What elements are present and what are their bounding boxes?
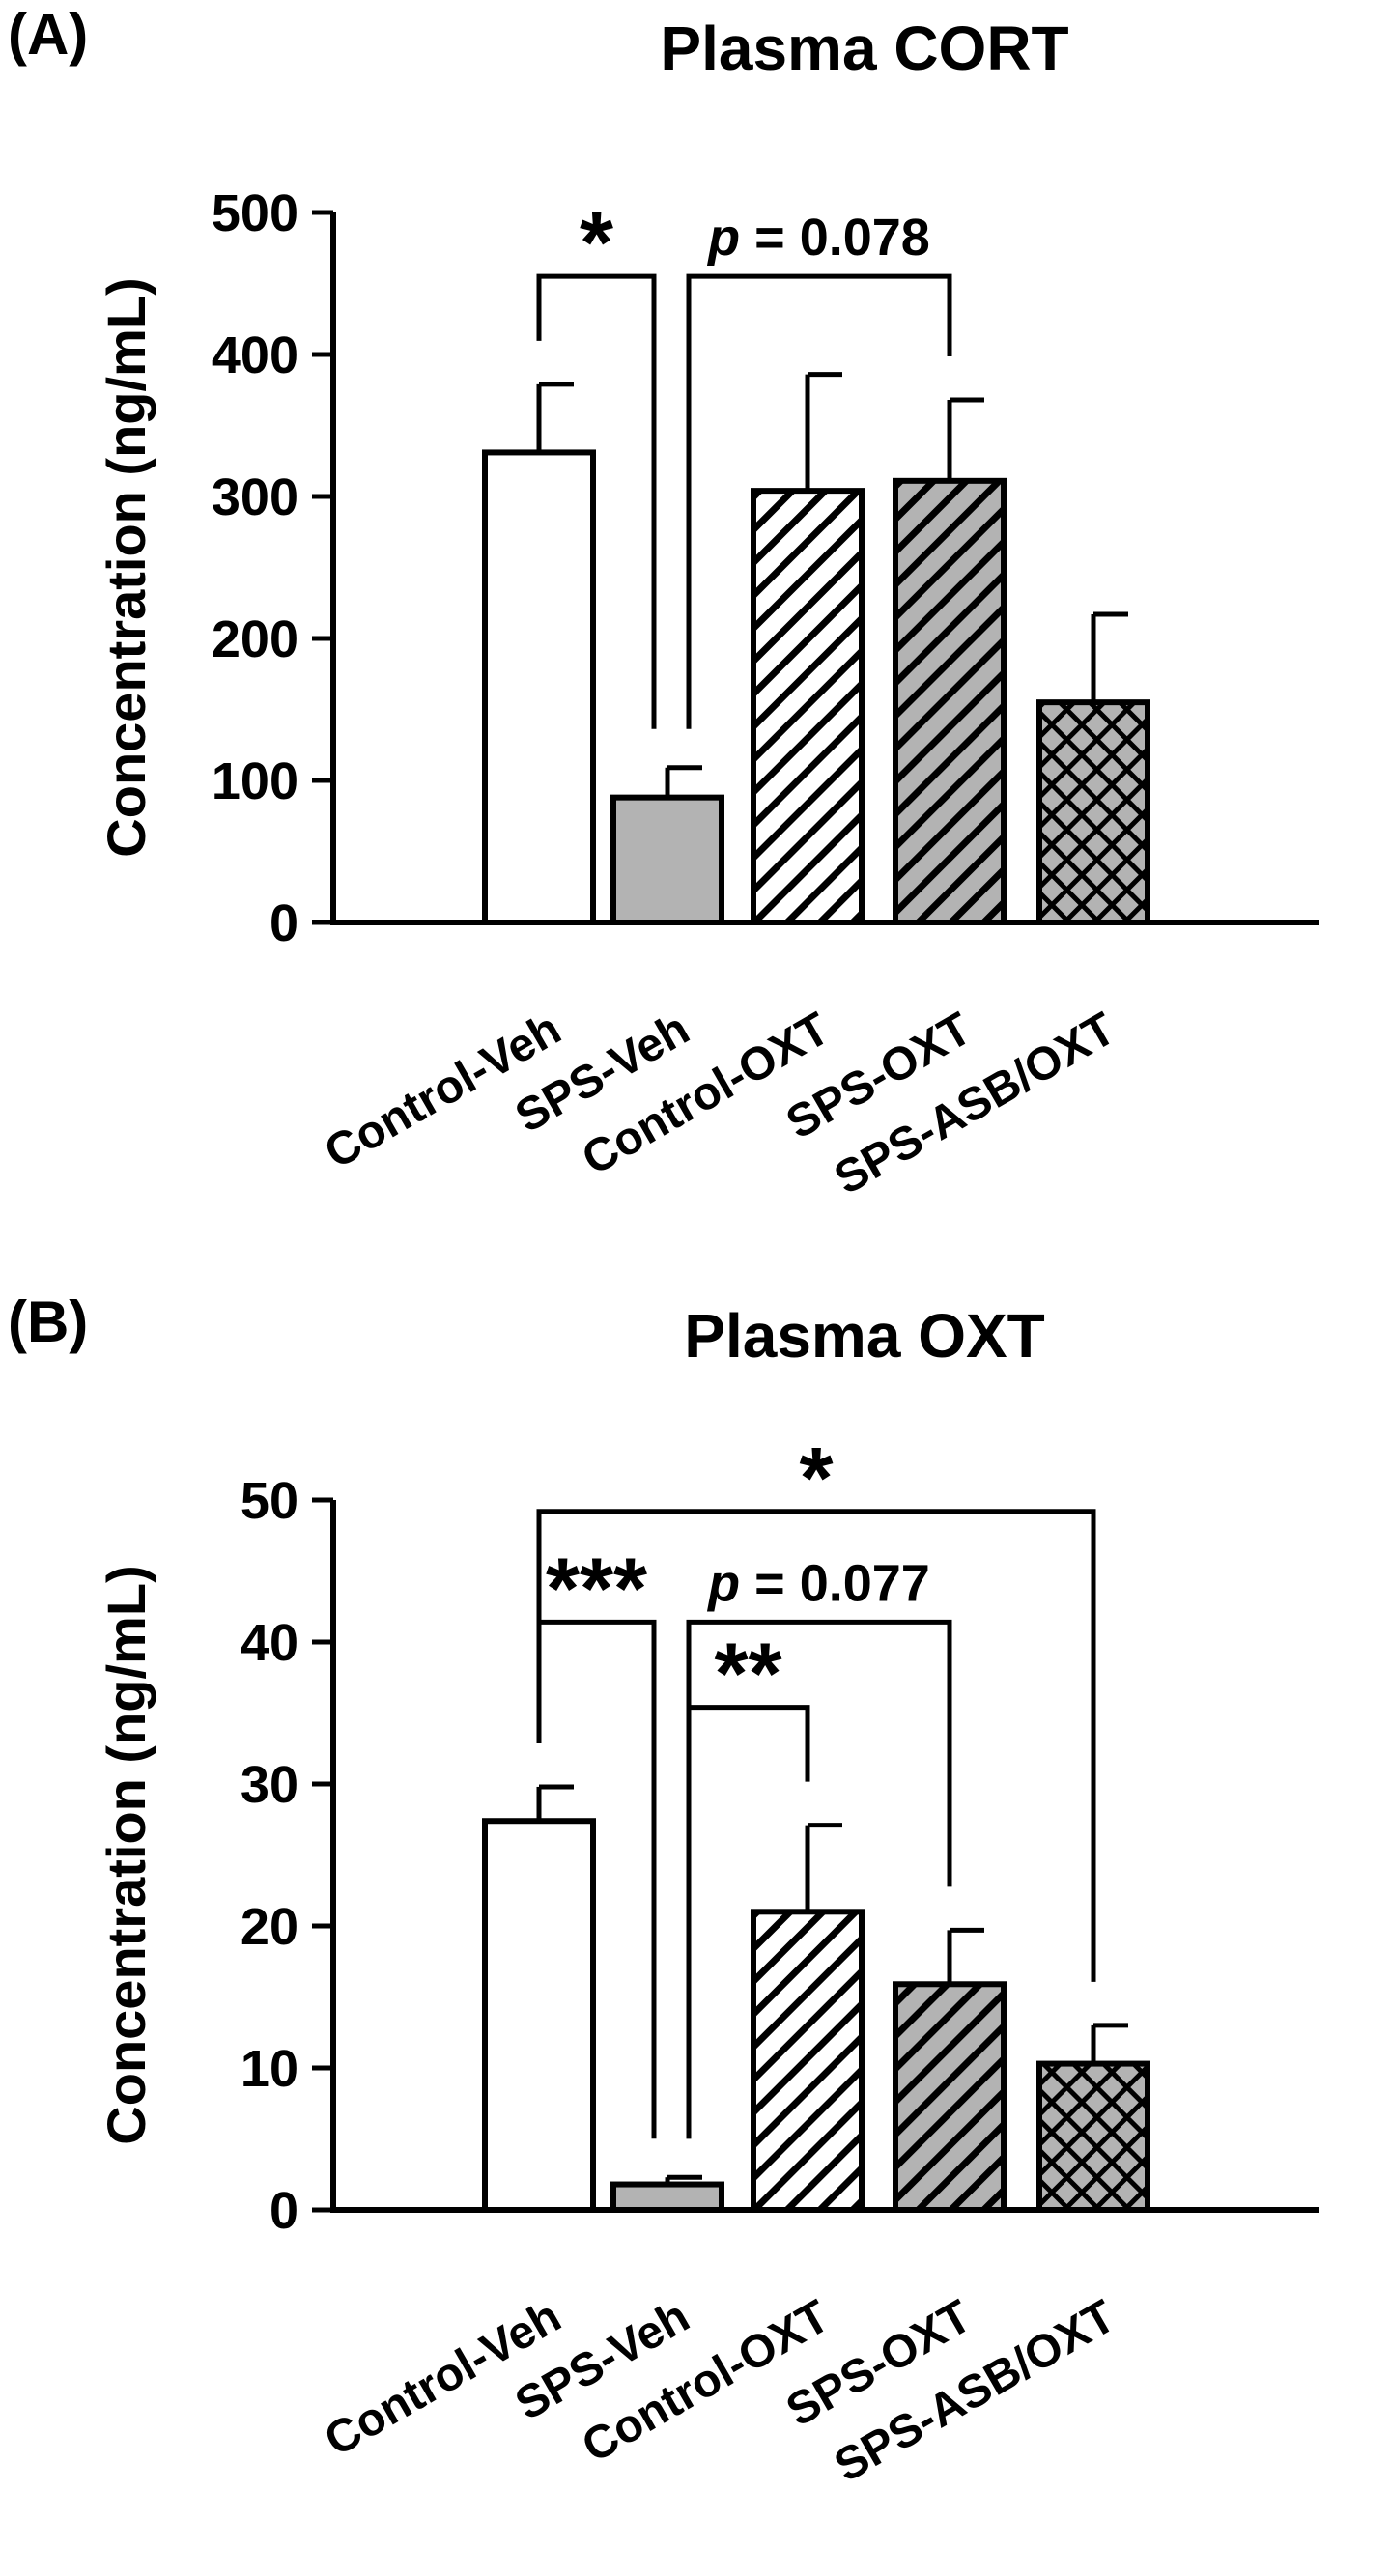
significance-bracket xyxy=(536,273,657,729)
y-axis-label: Concentration (ng/mL) xyxy=(96,1565,156,2144)
panel-a: (A) Plasma CORT Concentration (ng/mL) 0 10… xyxy=(8,2,1319,1204)
y-tick-label: 40 xyxy=(241,1614,298,1672)
bar xyxy=(1036,699,1150,926)
y-tick-label: 300 xyxy=(212,468,298,526)
bracket-line xyxy=(536,273,657,729)
y-axis-label: Concentration (ng/mL) xyxy=(96,277,156,857)
panel-label: (B) xyxy=(8,1289,89,1354)
y-tick-label: 30 xyxy=(241,1756,298,1814)
significance-stars: * xyxy=(799,1430,833,1527)
bar xyxy=(893,477,1007,925)
chart-a: Concentration (ng/mL)0100200300400500Con… xyxy=(96,184,1319,1204)
chart-b: Concentration (ng/mL)01020304050Control-… xyxy=(96,1430,1319,2492)
p-value: = 0.077 xyxy=(740,1554,930,1612)
bracket-line xyxy=(536,1619,657,2139)
significance-stars: *** xyxy=(546,1541,647,1637)
significance-bracket xyxy=(686,1705,810,2139)
bar xyxy=(751,488,865,925)
bracket-line xyxy=(686,1705,810,2139)
panel-label: (A) xyxy=(8,2,89,67)
y-tick-label: 100 xyxy=(212,752,298,810)
bar xyxy=(1036,2060,1150,2214)
significance-bracket xyxy=(536,1619,657,2139)
y-tick-label: 400 xyxy=(212,326,298,384)
p-value-label: p = 0.078 xyxy=(706,209,930,267)
y-tick-label: 0 xyxy=(269,894,298,952)
significance-stars: * xyxy=(580,195,613,292)
y-tick-label: 200 xyxy=(212,610,298,668)
y-tick-label: 20 xyxy=(241,1898,298,1956)
p-value-label: p = 0.077 xyxy=(706,1554,930,1612)
significance-bracket xyxy=(686,273,952,729)
bar xyxy=(610,794,724,926)
bar xyxy=(893,1981,1007,2214)
bar xyxy=(482,1818,596,2213)
y-tick-label: 50 xyxy=(241,1472,298,1530)
y-tick-label: 10 xyxy=(241,2040,298,2098)
significance-stars: ** xyxy=(714,1627,781,1723)
p-value: = 0.078 xyxy=(740,209,930,267)
chart-title: Plasma OXT xyxy=(684,1301,1045,1371)
panel-b: (B) Plasma OXT Concentration (ng/mL) 0 10 2… xyxy=(0,1288,1390,2575)
bar xyxy=(751,1909,865,2213)
bracket-line xyxy=(686,273,952,729)
p-symbol: p xyxy=(706,1554,740,1612)
bar xyxy=(610,2181,724,2213)
p-symbol: p xyxy=(706,209,740,267)
chart-title: Plasma CORT xyxy=(660,14,1069,83)
y-tick-label: 0 xyxy=(269,2182,298,2240)
bar xyxy=(482,449,596,925)
y-tick-label: 500 xyxy=(212,184,298,242)
